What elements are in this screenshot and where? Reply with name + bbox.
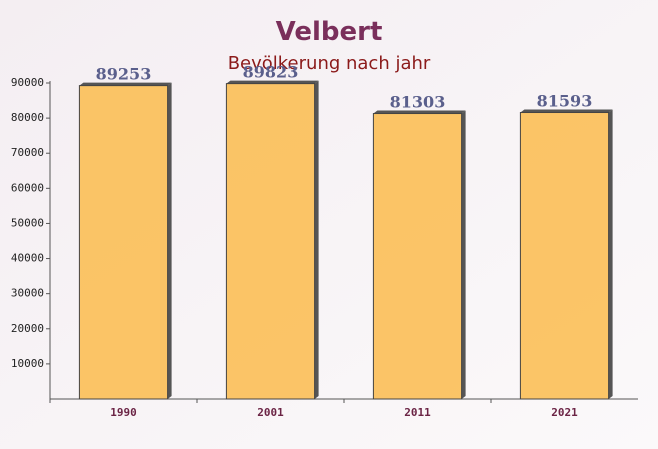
- y-tick-label: 20000: [11, 322, 44, 335]
- y-tick-label: 80000: [11, 111, 44, 124]
- x-tick-label: 2001: [257, 406, 284, 419]
- value-label: 81303: [390, 93, 446, 112]
- bar-shadow: [314, 80, 319, 400]
- y-tick-label: 70000: [11, 146, 44, 159]
- y-tick-label: 90000: [11, 76, 44, 89]
- chart-title: Velbert: [276, 17, 383, 47]
- bar-top: [226, 80, 319, 84]
- y-tick-label: 50000: [11, 216, 44, 229]
- x-tick-label: 2011: [404, 406, 431, 419]
- bar: [372, 113, 463, 400]
- bar-shadow: [167, 82, 172, 399]
- y-tick-label: 60000: [11, 181, 44, 194]
- bar-top: [79, 82, 172, 86]
- bar-top: [373, 110, 466, 114]
- bar: [78, 85, 169, 400]
- value-label: 89823: [243, 63, 299, 82]
- value-label: 89253: [96, 65, 152, 84]
- bar: [519, 112, 610, 400]
- y-tick-label: 40000: [11, 252, 44, 265]
- bar: [225, 83, 316, 400]
- y-tick-label: 10000: [11, 357, 44, 370]
- value-label: 81593: [537, 92, 593, 111]
- bar-shadow: [461, 110, 466, 399]
- y-tick-label: 30000: [11, 287, 44, 300]
- bar-top: [520, 109, 613, 113]
- bar-shadow: [608, 109, 613, 399]
- x-tick-label: 2021: [551, 406, 578, 419]
- chart-subtitle: Bevölkerung nach jahr: [228, 53, 431, 74]
- x-tick-label: 1990: [110, 406, 137, 419]
